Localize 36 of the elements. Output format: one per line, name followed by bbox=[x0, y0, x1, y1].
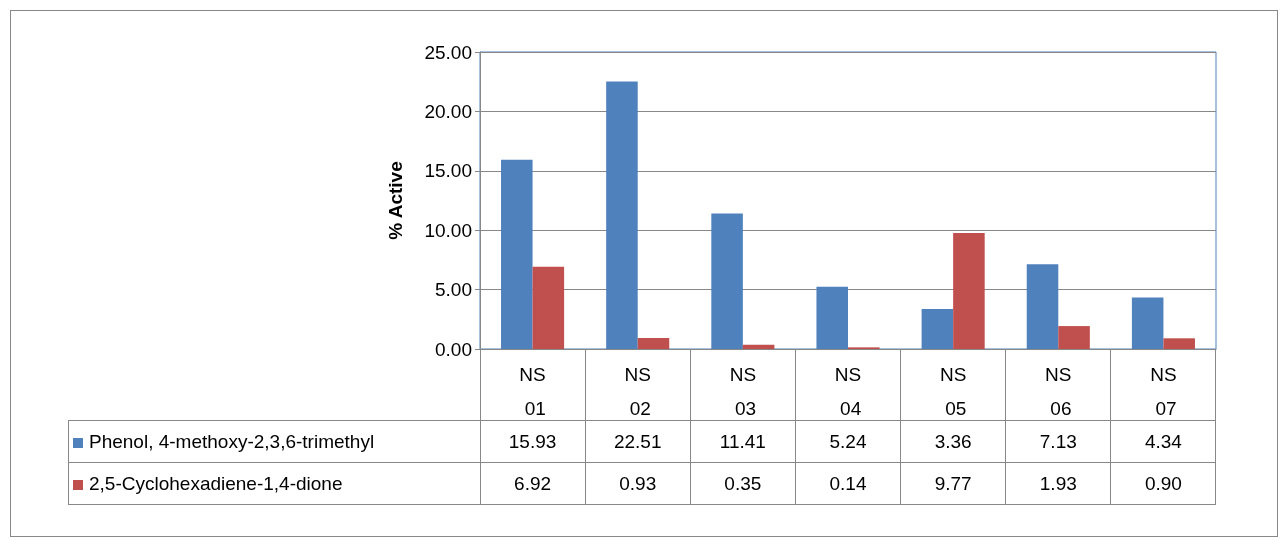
x-tick-label: NS 03 bbox=[729, 363, 757, 419]
bar bbox=[953, 232, 985, 349]
data-label: 0.90 bbox=[1110, 462, 1216, 505]
y-axis-title: % Active bbox=[385, 161, 406, 240]
y-tick-label: 10.00 bbox=[424, 219, 472, 241]
y-tick-label: 20.00 bbox=[424, 100, 472, 122]
bar bbox=[532, 266, 565, 349]
data-label: 1.93 bbox=[1005, 462, 1111, 505]
bar bbox=[1058, 326, 1090, 349]
y-tick-label: 5.00 bbox=[435, 279, 472, 301]
x-tick-label: NS 06 bbox=[1045, 363, 1072, 419]
data-label: 15.93 bbox=[480, 420, 586, 463]
y-tick-label: 0.00 bbox=[435, 338, 472, 360]
data-label: 0.35 bbox=[690, 462, 796, 505]
x-tick-label: NS 07 bbox=[1150, 363, 1177, 419]
data-label: 9.77 bbox=[900, 462, 1006, 505]
bar bbox=[637, 337, 670, 349]
y-tick-label: 15.00 bbox=[424, 160, 472, 182]
legend-label: Phenol, 4-methoxy-2,3,6-trimethyl bbox=[68, 420, 480, 463]
x-tick-label: NS 04 bbox=[834, 363, 862, 419]
x-tick-label: NS 05 bbox=[939, 363, 967, 419]
bar bbox=[1163, 338, 1195, 349]
data-label: 11.41 bbox=[690, 420, 796, 463]
y-tick-label: 25.00 bbox=[424, 41, 472, 63]
data-label: 0.93 bbox=[585, 462, 691, 505]
data-label: 22.51 bbox=[585, 420, 691, 463]
data-label: 0.14 bbox=[795, 462, 901, 505]
x-tick-label: NS 02 bbox=[624, 363, 651, 419]
data-label: 7.13 bbox=[1005, 420, 1111, 463]
data-label: 3.36 bbox=[900, 420, 1006, 463]
bar bbox=[742, 344, 775, 349]
data-label: 4.34 bbox=[1110, 420, 1216, 463]
data-label: 6.92 bbox=[480, 462, 586, 505]
x-tick-label: NS 01 bbox=[519, 363, 546, 419]
data-label: 5.24 bbox=[795, 420, 901, 463]
legend-label: 2,5-Cyclohexadiene-1,4-dione bbox=[68, 462, 480, 505]
